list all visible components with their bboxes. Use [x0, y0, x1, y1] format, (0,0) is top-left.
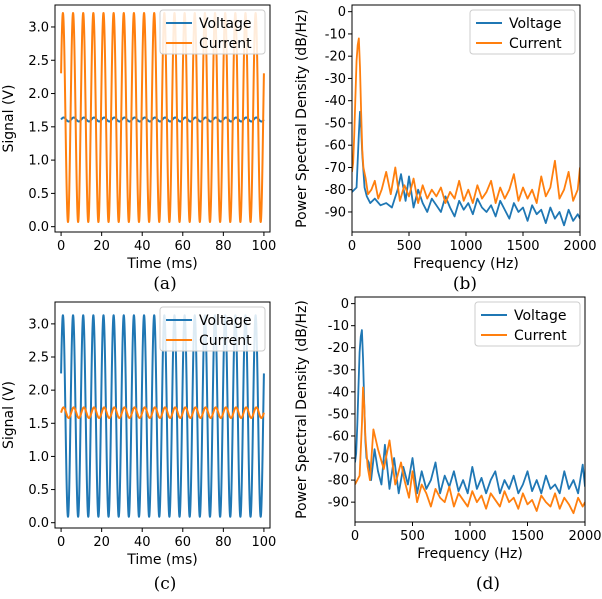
y-tick-label: 3.0 [28, 20, 49, 35]
x-tick-label: 60 [175, 535, 192, 550]
panel-caption: (a) [153, 274, 176, 294]
y-tick-label: 2.0 [28, 87, 49, 102]
chart-panel-a: 0 20 40 60 80 100 0.0 0.5 1.0 1.5 2.0 2.5 3.0 Time (m… [1, 4, 277, 294]
y-axis-label: Signal (V) [1, 381, 17, 449]
x-tick-label: 80 [215, 535, 232, 550]
legend-label-current: Current [514, 328, 567, 344]
y-tick-label: 0.0 [28, 220, 49, 235]
x-tick-label: 80 [215, 239, 232, 254]
y-axis-label: Signal (V) [1, 85, 17, 153]
y-tick-label: -70 [325, 161, 346, 176]
x-axis-label: Time (ms) [126, 552, 198, 568]
y-tick-label: -70 [328, 452, 349, 467]
series-line-voltage [355, 329, 585, 495]
y-tick-label: 2.5 [28, 54, 49, 69]
y-tick-label: 0.5 [28, 483, 49, 498]
x-tick-label: 20 [93, 535, 110, 550]
x-axis-label: Time (ms) [126, 256, 198, 272]
legend: Voltage Current [474, 301, 581, 347]
x-tick-label: 0 [57, 239, 65, 254]
x-tick-label: 60 [175, 239, 192, 254]
legend-label-voltage: Voltage [199, 313, 252, 329]
x-tick-label: 0 [351, 529, 359, 544]
y-tick-label: -50 [325, 116, 346, 131]
legend-label-current: Current [509, 36, 562, 52]
legend-label-current: Current [199, 36, 252, 52]
y-tick-label: -20 [328, 341, 349, 356]
y-tick-label: -90 [328, 496, 349, 511]
y-tick-label: -10 [325, 27, 346, 42]
x-tick-label: 40 [134, 535, 151, 550]
x-axis-label: Frequency (Hz) [413, 256, 519, 272]
y-axis-label: Power Spectral Density (dB/Hz) [294, 9, 310, 228]
x-tick-label: 0 [57, 535, 65, 550]
y-tick-label: 0 [338, 5, 346, 20]
y-tick-label: -40 [325, 94, 346, 109]
axes-frame [54, 301, 271, 529]
x-tick-label: 2000 [563, 239, 596, 254]
y-tick-label: 2.0 [28, 384, 49, 399]
x-tick-label: 40 [134, 239, 151, 254]
y-tick-label: -80 [325, 183, 346, 198]
y-tick-label: -90 [325, 205, 346, 220]
panel-caption: (d) [476, 574, 500, 594]
x-tick-label: 1500 [511, 529, 544, 544]
y-tick-label: -20 [325, 50, 346, 65]
chart-panel-d: 0 500 1000 1500 2000 0 -10 -20 -30 -40 -50 -60 -70 -8… [294, 296, 602, 594]
y-tick-label: 0.0 [28, 516, 49, 531]
y-tick-label: 1.0 [28, 450, 49, 465]
series-line-voltage [60, 314, 265, 518]
y-tick-label: -80 [328, 474, 349, 489]
x-tick-label: 100 [252, 535, 277, 550]
y-tick-label: -50 [328, 407, 349, 422]
y-tick-label: -60 [328, 429, 349, 444]
y-tick-label: 1.5 [28, 417, 49, 432]
y-tick-label: -10 [328, 319, 349, 334]
y-tick-label: 0 [341, 297, 349, 312]
y-tick-label: -40 [328, 385, 349, 400]
x-tick-label: 500 [397, 239, 422, 254]
x-tick-label: 0 [348, 239, 356, 254]
legend-label-current: Current [199, 333, 252, 349]
y-tick-label: 0.5 [28, 187, 49, 202]
legend: Voltage Current [159, 306, 266, 352]
x-axis-label: Frequency (Hz) [417, 546, 523, 562]
y-tick-label: -60 [325, 139, 346, 154]
y-tick-label: 3.0 [28, 317, 49, 332]
series-line-current [355, 386, 585, 515]
panel-caption: (c) [154, 574, 177, 594]
y-tick-label: 2.5 [28, 351, 49, 366]
legend: Voltage Current [469, 9, 576, 55]
series-line-current [60, 406, 265, 419]
y-tick-label: -30 [328, 363, 349, 378]
legend-label-voltage: Voltage [199, 16, 252, 32]
axes-frame [54, 4, 271, 233]
x-tick-label: 2000 [568, 529, 601, 544]
x-tick-label: 500 [400, 529, 425, 544]
chart-panel-c: 0 20 40 60 80 100 0.0 0.5 1.0 1.5 2.0 2.5 3.0 Time (m… [1, 301, 277, 594]
x-tick-label: 20 [93, 239, 110, 254]
y-tick-label: 1.0 [28, 154, 49, 169]
chart-panel-b: 0 500 1000 1500 2000 0 -10 -20 -30 -40 -50 -60 -70 -8… [294, 4, 597, 294]
x-tick-label: 100 [252, 239, 277, 254]
series-line-current [352, 37, 580, 204]
x-tick-label: 1000 [453, 529, 486, 544]
series-line-current [60, 11, 265, 224]
series-line-voltage [352, 110, 580, 227]
y-tick-label: 1.5 [28, 120, 49, 135]
panel-caption: (b) [453, 274, 477, 294]
x-tick-label: 1000 [449, 239, 482, 254]
legend: Voltage Current [159, 9, 266, 55]
legend-label-voltage: Voltage [509, 16, 562, 32]
y-tick-label: -30 [325, 72, 346, 87]
x-tick-label: 1500 [506, 239, 539, 254]
legend-label-voltage: Voltage [514, 308, 567, 324]
y-axis-label: Power Spectral Density (dB/Hz) [294, 300, 310, 519]
